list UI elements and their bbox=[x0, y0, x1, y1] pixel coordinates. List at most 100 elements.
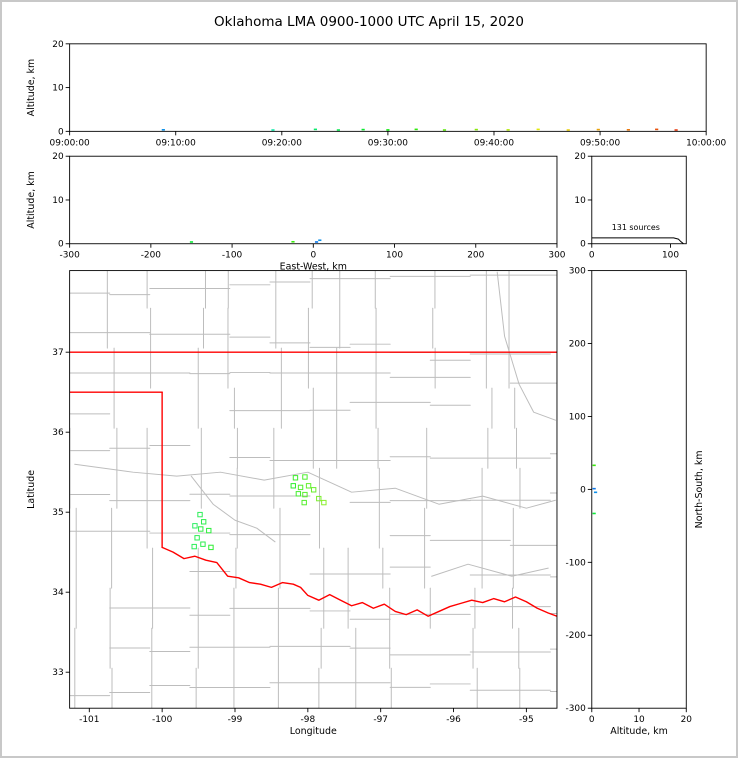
y-axis-label: Altitude, km bbox=[26, 59, 37, 117]
lightning-source-marker bbox=[302, 491, 308, 498]
y-tick-label: 20 bbox=[574, 152, 586, 162]
x-tick-label: 0 bbox=[589, 251, 595, 261]
lightning-source-marker bbox=[161, 129, 165, 131]
lightning-source-marker bbox=[295, 491, 302, 497]
lightning-source-marker bbox=[318, 239, 322, 242]
north-south-height-panel-frame bbox=[591, 270, 687, 709]
x-tick-label: -99 bbox=[228, 715, 243, 725]
x-tick-label: -200 bbox=[141, 251, 162, 261]
x-tick-label: -101 bbox=[79, 715, 99, 725]
y-tick-label: 0 bbox=[58, 127, 64, 137]
map-panel-frame bbox=[69, 270, 558, 709]
x-tick-label: -97 bbox=[373, 715, 388, 725]
east-west-height-panel: -300 -200 -100 0 100 200 300 0 10 20 East-West, km… bbox=[26, 152, 566, 272]
lightning-source-marker bbox=[566, 129, 570, 131]
x-tick-label: 09:50:00 bbox=[580, 138, 620, 148]
x-tick-label: 09:00:00 bbox=[50, 138, 90, 148]
y-tick-label: 37 bbox=[52, 348, 63, 358]
x-tick-label: 200 bbox=[467, 251, 484, 261]
y-tick-label: -100 bbox=[566, 558, 587, 568]
lightning-source-marker bbox=[442, 129, 447, 131]
y-axis-label-right: North-South, km bbox=[694, 450, 705, 528]
y-tick-label: 36 bbox=[52, 428, 64, 438]
lightning-source-marker bbox=[313, 128, 317, 131]
lightning-source-marker bbox=[316, 495, 322, 502]
east-west-height-panel-content bbox=[189, 239, 322, 243]
time-height-panel-content bbox=[161, 128, 678, 131]
lightning-source-marker bbox=[536, 128, 540, 131]
east-west-height-panel-frame bbox=[69, 155, 558, 245]
map-panel-content bbox=[69, 270, 557, 709]
y-tick-label: 10 bbox=[52, 196, 64, 206]
x-tick-label: -95 bbox=[519, 715, 534, 725]
lightning-source-marker bbox=[386, 129, 390, 131]
x-tick-label: 10 bbox=[633, 715, 645, 725]
time-height-panel: 09:00:00 09:10:00 09:20:00 09:30:00 09:40:00… bbox=[26, 40, 727, 148]
x-tick-label: -300 bbox=[59, 251, 80, 261]
lightning-source-marker bbox=[301, 499, 307, 506]
x-tick-label: 10:00:00 bbox=[686, 138, 726, 148]
lightning-source-marker bbox=[674, 129, 678, 131]
x-axis-label: Longitude bbox=[290, 726, 337, 737]
lightning-source-marker bbox=[314, 241, 319, 243]
lightning-source-marker bbox=[655, 128, 659, 131]
north-south-height-panel-content bbox=[592, 464, 598, 515]
lightning-source-marker bbox=[626, 129, 630, 131]
lightning-source-marker bbox=[305, 483, 312, 489]
annotation-text: 131 sources bbox=[612, 223, 660, 232]
x-axis-label: Altitude, km bbox=[610, 726, 668, 737]
x-tick-label: 09:10:00 bbox=[156, 138, 196, 148]
y-tick-label: 20 bbox=[52, 152, 64, 162]
figure-title: Oklahoma LMA 0900-1000 UTC April 15, 202… bbox=[214, 14, 524, 30]
x-tick-label: -100 bbox=[222, 251, 243, 261]
lightning-source-marker bbox=[592, 487, 596, 490]
y-tick-label: 0 bbox=[580, 240, 586, 250]
y-tick-label: 35 bbox=[52, 508, 63, 518]
lightning-source-marker bbox=[592, 464, 596, 467]
x-tick-label: 09:30:00 bbox=[368, 138, 408, 148]
x-tick-label: 0 bbox=[589, 715, 595, 725]
x-axis-label: East-West, km bbox=[280, 262, 347, 273]
y-tick-label: 200 bbox=[569, 340, 586, 350]
lightning-source-marker bbox=[302, 474, 308, 480]
x-tick-label: 09:20:00 bbox=[262, 138, 302, 148]
x-tick-label: 09:40:00 bbox=[474, 138, 514, 148]
lightning-source-marker bbox=[208, 544, 214, 551]
y-tick-label: 10 bbox=[574, 196, 586, 206]
lightning-source-marker bbox=[291, 240, 295, 243]
lightning-source-marker bbox=[297, 484, 304, 491]
y-tick-label: 34 bbox=[52, 588, 64, 598]
y-tick-label: 33 bbox=[52, 668, 63, 678]
lightning-source-marker bbox=[206, 527, 212, 534]
y-tick-label: 0 bbox=[58, 240, 64, 250]
lightning-source-marker bbox=[474, 128, 478, 131]
y-tick-label: 10 bbox=[52, 84, 64, 94]
x-tick-label: 300 bbox=[548, 251, 565, 261]
lightning-source-marker bbox=[506, 129, 510, 131]
lightning-source-marker bbox=[361, 128, 365, 131]
y-tick-label: 0 bbox=[580, 485, 586, 495]
lightning-source-marker bbox=[191, 543, 197, 550]
y-tick-label: 300 bbox=[569, 267, 586, 277]
y-tick-label: -200 bbox=[566, 631, 587, 641]
y-axis-label: Latitude bbox=[26, 470, 37, 509]
north-south-height-panel: 0 10 20 300 200 100 0 -100 -200 -300 Altitude, km N… bbox=[566, 267, 706, 737]
lightning-source-marker bbox=[290, 483, 296, 489]
x-tick-label: -98 bbox=[301, 715, 316, 725]
x-tick-label: 100 bbox=[662, 251, 679, 261]
lightning-source-marker bbox=[592, 512, 596, 515]
lightning-source-marker bbox=[321, 499, 327, 506]
lightning-source-marker bbox=[336, 129, 340, 131]
lightning-source-marker bbox=[192, 523, 198, 529]
altitude-histogram-panel: 131 sources 0 100 0 10 20 bbox=[574, 152, 687, 261]
y-tick-label: 20 bbox=[52, 40, 64, 50]
lightning-source-marker bbox=[189, 241, 194, 243]
x-tick-label: 20 bbox=[681, 715, 693, 725]
x-tick-label: 0 bbox=[310, 251, 316, 261]
lightning-source-marker bbox=[596, 128, 600, 131]
lightning-source-marker bbox=[200, 541, 206, 547]
lightning-source-marker bbox=[200, 519, 207, 525]
x-tick-label: -96 bbox=[446, 715, 461, 725]
